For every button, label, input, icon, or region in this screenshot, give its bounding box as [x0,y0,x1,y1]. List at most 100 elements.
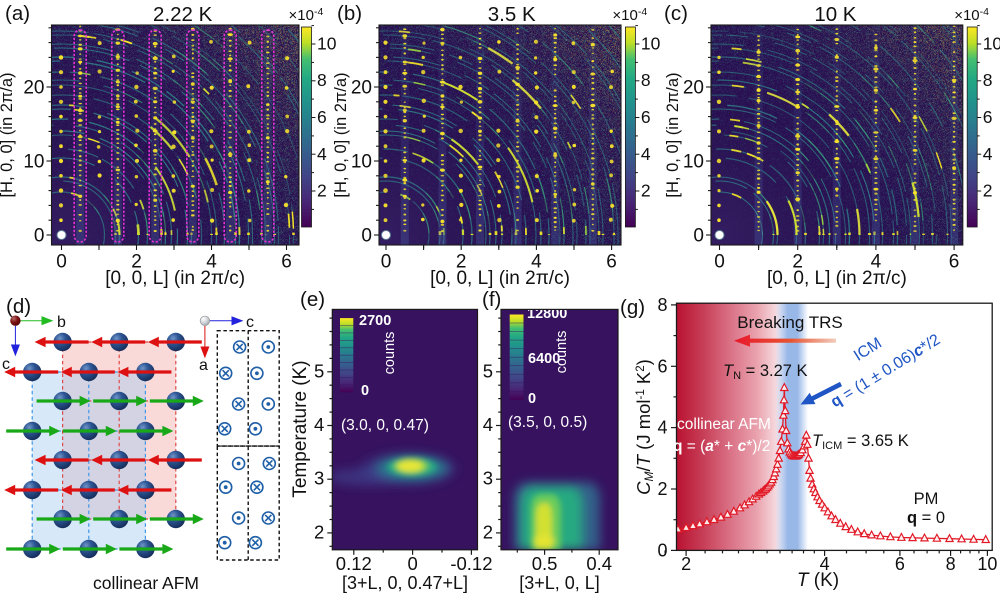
svg-text:q = 0: q = 0 [907,509,945,527]
svg-text:10: 10 [23,152,44,173]
svg-text:0: 0 [361,383,369,399]
svg-text:c: c [246,314,254,331]
svg-text:0: 0 [56,252,67,273]
svg-text:counts: counts [554,331,570,374]
svg-text:6: 6 [895,554,905,574]
svg-text:c: c [2,356,10,373]
svg-text:0: 0 [693,226,704,247]
svg-text:2: 2 [641,181,651,201]
svg-text:2: 2 [681,554,691,574]
svg-text:[H, 0, 0] (in 2π/a): [H, 0, 0] (in 2π/a) [664,72,682,197]
svg-text:6: 6 [317,107,327,127]
svg-text:4: 4 [657,418,667,438]
svg-text:0: 0 [528,391,536,407]
svg-text:0: 0 [34,226,45,247]
svg-text:b: b [57,314,66,331]
svg-text:×10-4: ×10-4 [954,6,989,24]
svg-text:8: 8 [317,70,327,90]
svg-text:2: 2 [456,252,467,273]
svg-text:(3.0, 0, 0.47): (3.0, 0, 0.47) [341,417,429,434]
svg-text:4: 4 [483,414,493,435]
svg-text:(e): (e) [300,288,325,311]
svg-text:[0, 0, L] (in 2π/c): [0, 0, L] (in 2π/c) [430,268,570,289]
svg-text:0: 0 [381,252,392,273]
svg-text:ICM: ICM [851,335,885,365]
svg-text:[0, 0, L] (in 2π/c): [0, 0, L] (in 2π/c) [105,268,245,289]
svg-text:6400: 6400 [528,351,560,367]
svg-text:20: 20 [351,78,372,99]
svg-text:0.4: 0.4 [586,553,612,574]
svg-text:[3+L, 0, L]: [3+L, 0, L] [519,573,600,593]
svg-text:10 K: 10 K [814,3,856,26]
svg-text:[3+L, 0, 0.47+L]: [3+L, 0, 0.47+L] [342,573,468,593]
svg-text:Breaking TRS: Breaking TRS [737,313,843,332]
svg-text:(3.5, 0, 0.5): (3.5, 0, 0.5) [508,414,587,431]
svg-text:4: 4 [641,144,651,164]
svg-text:4: 4 [531,252,542,273]
svg-text:3: 3 [483,468,493,489]
svg-text:3.5 K: 3.5 K [488,3,536,26]
svg-text:q = (a* + c*)/2: q = (a* + c*)/2 [673,438,770,455]
svg-text:10: 10 [683,152,704,173]
svg-text:12800: 12800 [527,306,567,322]
svg-text:5: 5 [483,360,493,381]
svg-text:20: 20 [23,78,44,99]
svg-text:6: 6 [983,107,993,127]
svg-text:CM/T (J mol-1 K2): CM/T (J mol-1 K2) [633,359,656,495]
svg-text:8: 8 [657,295,667,315]
svg-text:5: 5 [314,360,324,381]
svg-text:6: 6 [641,107,651,127]
svg-text:6: 6 [606,252,617,273]
svg-text:collinear AFM: collinear AFM [93,573,199,593]
svg-text:6: 6 [657,356,667,376]
svg-text:×10-4: ×10-4 [289,6,324,24]
svg-text:4: 4 [317,144,327,164]
svg-text:(b): (b) [337,2,362,25]
svg-text:0: 0 [714,252,725,273]
svg-text:T (K): T (K) [797,570,839,591]
svg-text:collinear AFM: collinear AFM [677,416,771,433]
svg-text:2: 2 [792,252,803,273]
svg-text:PM: PM [914,490,939,508]
svg-text:(a): (a) [5,2,30,25]
svg-text:4: 4 [314,414,324,435]
svg-text:10: 10 [983,34,1000,54]
svg-text:TN = 3.27 K: TN = 3.27 K [723,362,808,382]
svg-text:2: 2 [314,521,324,542]
svg-text:10: 10 [317,34,337,54]
svg-text:q = (1 ± 0.06)c*/2: q = (1 ± 0.06)c*/2 [828,331,943,411]
svg-text:Temperature (K): Temperature (K) [290,360,311,497]
svg-text:0.5: 0.5 [532,553,558,574]
svg-text:2.22 K: 2.22 K [153,3,213,26]
svg-text:8: 8 [983,70,993,90]
svg-text:3: 3 [314,468,324,489]
svg-text:2: 2 [317,181,327,201]
svg-text:10: 10 [977,554,997,574]
svg-text:0: 0 [657,540,667,560]
svg-text:(g): (g) [620,296,645,319]
svg-text:2: 2 [131,252,142,273]
svg-text:6: 6 [949,252,960,273]
svg-text:2700: 2700 [359,313,391,329]
svg-text:(c): (c) [664,2,688,25]
svg-text:2: 2 [483,521,493,542]
svg-text:0: 0 [407,553,417,574]
svg-text:×10-4: ×10-4 [612,6,647,24]
svg-text:10: 10 [351,152,372,173]
svg-text:[H, 0, 0] (in 2π/a): [H, 0, 0] (in 2π/a) [0,72,16,197]
svg-text:-0.12: -0.12 [450,553,492,574]
svg-text:0.12: 0.12 [336,553,372,574]
svg-text:4: 4 [871,252,882,273]
svg-text:(d): (d) [6,295,31,318]
svg-text:10: 10 [641,34,661,54]
svg-text:TICM = 3.65 K: TICM = 3.65 K [812,432,909,452]
svg-text:0: 0 [361,226,372,247]
svg-text:4: 4 [820,554,830,574]
svg-text:a: a [199,357,208,374]
svg-text:4: 4 [206,252,217,273]
svg-text:8: 8 [946,554,956,574]
svg-text:[0, 0, L] (in 2π/c): [0, 0, L] (in 2π/c) [767,268,907,289]
svg-text:8: 8 [641,70,651,90]
svg-text:[H, 0, 0] (in 2π/a): [H, 0, 0] (in 2π/a) [332,72,350,197]
svg-text:20: 20 [683,78,704,99]
